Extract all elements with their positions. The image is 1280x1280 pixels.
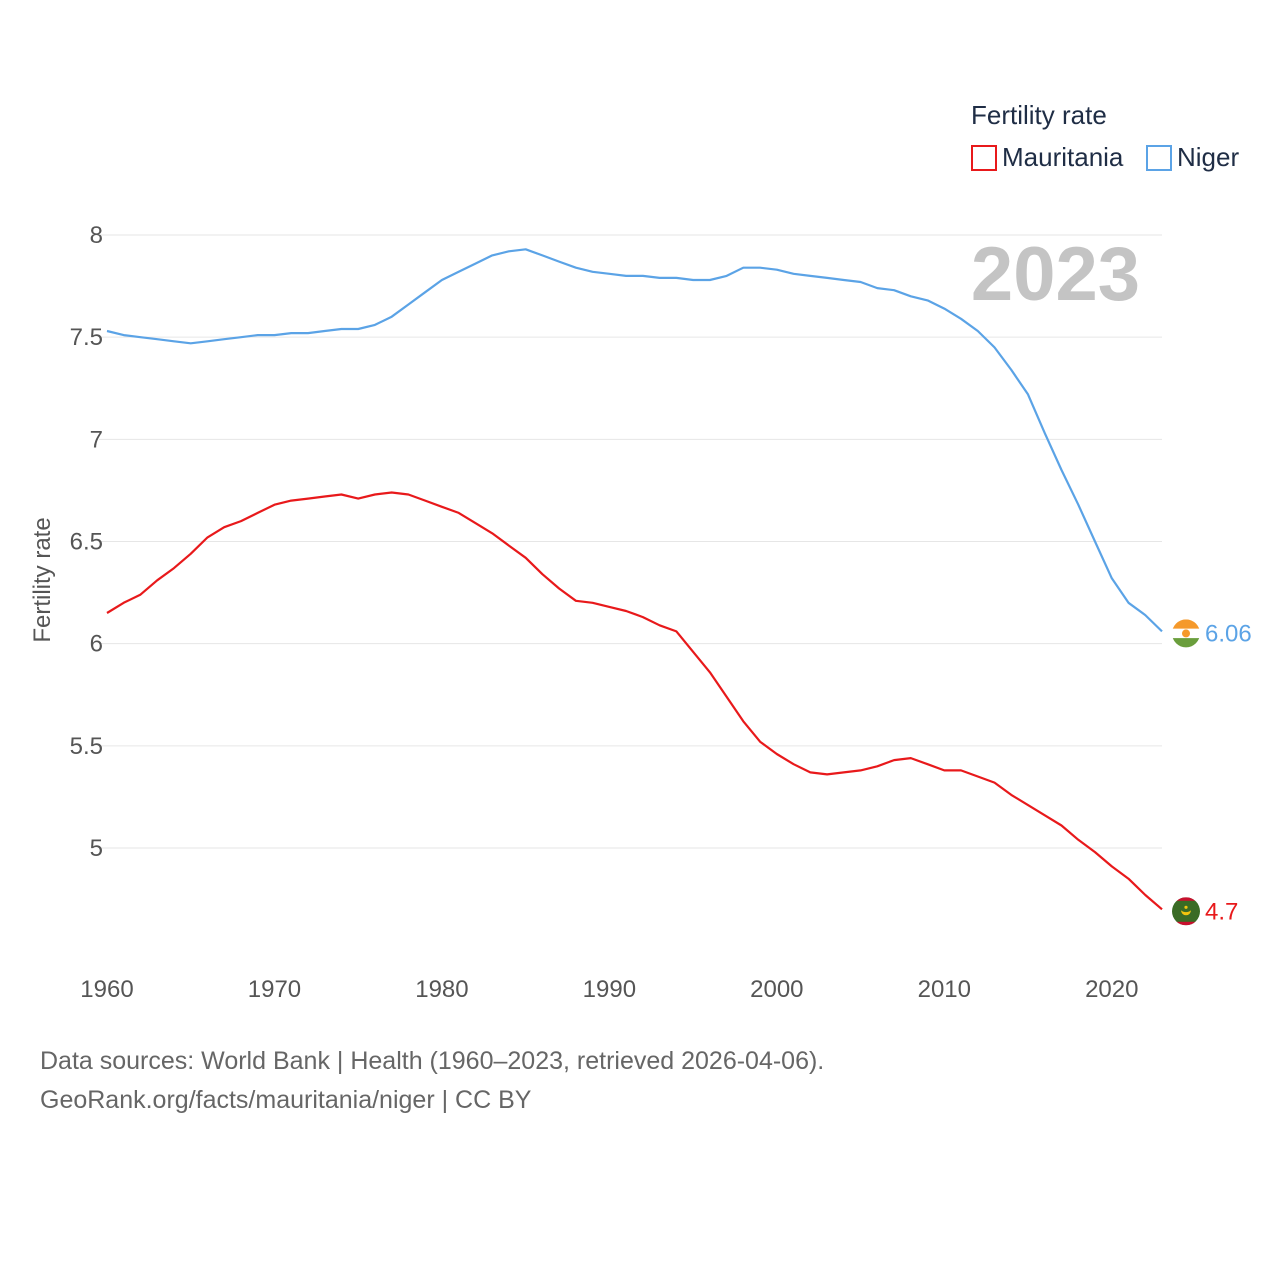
- y-tick-label: 5: [90, 835, 103, 862]
- mauritania-flag-icon: [1172, 897, 1200, 926]
- y-tick-label: 6.5: [70, 529, 103, 556]
- x-tick-label: 2010: [918, 976, 971, 1003]
- y-tick-label: 7.5: [70, 324, 103, 351]
- y-tick-label: 7: [90, 426, 103, 453]
- y-tick-label: 6: [90, 631, 103, 658]
- attribution-link[interactable]: GeoRank.org/facts/mauritania/niger | CC …: [40, 1086, 532, 1114]
- legend-label-mauritania: Mauritania: [1002, 142, 1124, 172]
- series-line-niger: [106, 248, 1163, 633]
- y-tick-label: 8: [90, 222, 103, 249]
- legend-swatch-mauritania: [971, 145, 997, 171]
- footer: Data sources: World Bank | Health (1960–…: [40, 1042, 824, 1120]
- x-tick-label: 1990: [583, 976, 636, 1003]
- end-value-label-niger: 6.06: [1205, 620, 1252, 647]
- legend-title: Fertility rate: [971, 100, 1107, 130]
- data-source-text: Data sources: World Bank | Health (1960–…: [40, 1047, 825, 1075]
- y-axis-ticks: 5 5.5 6 6.5 7 7.5 8: [70, 222, 103, 862]
- y-axis-title: Fertility rate: [29, 517, 56, 642]
- niger-flag-icon: [1172, 619, 1200, 648]
- legend-swatch-niger: [1146, 145, 1172, 171]
- legend-label-niger: Niger: [1177, 142, 1239, 172]
- series-line-mauritania: [106, 491, 1163, 911]
- end-value-label-mauritania: 4.7: [1205, 898, 1238, 925]
- x-tick-label: 2020: [1085, 976, 1138, 1003]
- series-lines: [106, 248, 1163, 911]
- x-tick-label: 1970: [248, 976, 301, 1003]
- x-tick-label: 2000: [750, 976, 803, 1003]
- legend: Fertility rate Mauritania Niger: [971, 100, 1239, 172]
- year-label: 2023: [971, 232, 1140, 317]
- y-tick-label: 5.5: [70, 733, 103, 760]
- x-tick-label: 1980: [415, 976, 468, 1003]
- x-tick-label: 1960: [80, 976, 133, 1003]
- x-axis-ticks: 1960 1970 1980 1990 2000 2010 2020: [80, 976, 1138, 1003]
- gridlines: [99, 234, 1162, 849]
